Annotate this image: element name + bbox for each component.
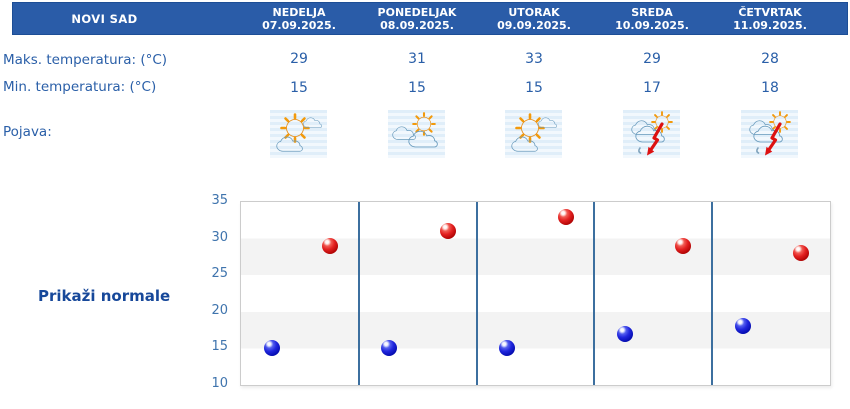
location-title: NOVI SAD	[71, 11, 138, 26]
thunderstorm-with-sun-icon	[741, 110, 798, 158]
max-temp-dot	[439, 223, 456, 240]
min-temp-value: 17	[643, 80, 661, 96]
sun-behind-clouds-icon-template	[511, 113, 557, 152]
y-axis-tick: 35	[211, 193, 228, 208]
min-temp-dot	[263, 340, 280, 357]
y-axis-tick: 20	[211, 302, 228, 318]
min-temp-dot	[499, 340, 516, 357]
day-date: 10.09.2025.	[615, 18, 689, 32]
sun-behind-clouds-icon	[505, 110, 562, 158]
column-divider	[593, 202, 596, 385]
day-header-cetvrtak: ČETVRTAK 11.09.2025.	[711, 2, 829, 35]
day-name: SREDA	[631, 5, 673, 19]
day-name: UTORAK	[508, 5, 560, 19]
min-temp-dot	[617, 325, 634, 342]
clouds-with-sun-icon	[388, 110, 445, 158]
min-temp-dot	[734, 318, 751, 335]
min-temp-value: 18	[761, 80, 779, 96]
max-temp-dot	[557, 208, 574, 225]
temperature-chart-plot	[240, 201, 831, 386]
sun-behind-clouds-icon-template	[276, 113, 322, 152]
max-temp-value: 31	[408, 51, 426, 67]
day-header-nedelja: NEDELJA 07.09.2025.	[240, 2, 358, 35]
min-temp-value: 15	[290, 80, 308, 96]
column-divider	[475, 202, 478, 385]
max-temp-value: 28	[761, 51, 779, 67]
min-temp-row-label: Min. temperatura: (°C)	[3, 79, 157, 95]
day-name: PONEDELJAK	[377, 5, 457, 19]
phenomenon-row-label: Pojava:	[3, 124, 52, 140]
day-date: 09.09.2025.	[497, 18, 571, 32]
day-name: NEDELJA	[272, 5, 326, 19]
day-header-utorak: UTORAK 09.09.2025.	[475, 2, 593, 35]
max-temp-value: 29	[290, 51, 308, 67]
max-temp-dot	[321, 237, 338, 254]
sun-behind-clouds-icon	[270, 110, 327, 158]
max-temp-value: 33	[525, 51, 543, 67]
forecast-header-bar	[12, 2, 848, 35]
day-date: 11.09.2025.	[733, 18, 807, 32]
max-temp-value: 29	[643, 51, 661, 67]
clouds-with-sun-icon-template	[392, 112, 438, 148]
y-axis-tick: 25	[211, 266, 228, 282]
y-axis-tick: 30	[211, 229, 228, 245]
min-temp-value: 15	[408, 80, 426, 96]
min-temp-value: 15	[525, 80, 543, 96]
thunderstorm-with-sun-icon	[623, 110, 680, 158]
column-divider	[357, 202, 360, 385]
max-temp-dot	[675, 237, 692, 254]
column-divider	[711, 202, 714, 385]
show-normals-link[interactable]: Prikaži normale	[38, 287, 171, 305]
day-header-ponedeljak: PONEDELJAK 08.09.2025.	[358, 2, 476, 35]
y-axis-tick: 10	[211, 376, 228, 391]
day-date: 07.09.2025.	[262, 18, 336, 32]
thunderstorm-with-sun-icon-template	[749, 111, 791, 156]
day-name: ČETVRTAK	[738, 5, 802, 19]
y-axis-tick: 15	[211, 339, 228, 355]
max-temp-row-label: Maks. temperatura: (°C)	[3, 52, 168, 68]
max-temp-dot	[793, 245, 810, 262]
thunderstorm-with-sun-icon-template	[631, 111, 673, 156]
day-header-sreda: SREDA 10.09.2025.	[593, 2, 711, 35]
min-temp-dot	[381, 340, 398, 357]
chart-y-axis: 35 30 25 20 15 10	[190, 193, 228, 391]
day-date: 08.09.2025.	[380, 18, 454, 32]
